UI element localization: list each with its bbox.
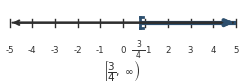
Text: -3: -3 [51,46,59,55]
Text: 3: 3 [136,40,141,49]
Text: $\left[\dfrac{3}{4},\ \infty\right)$: $\left[\dfrac{3}{4},\ \infty\right)$ [103,58,140,81]
Text: 4: 4 [136,51,141,60]
Text: 4: 4 [210,46,216,55]
Text: -4: -4 [28,46,37,55]
Text: 1: 1 [146,46,151,55]
Text: -1: -1 [96,46,104,55]
Text: 3: 3 [188,46,193,55]
Text: 0: 0 [120,46,125,55]
Text: -2: -2 [73,46,82,55]
Text: -5: -5 [5,46,14,55]
Text: 5: 5 [233,46,238,55]
Text: 2: 2 [165,46,171,55]
